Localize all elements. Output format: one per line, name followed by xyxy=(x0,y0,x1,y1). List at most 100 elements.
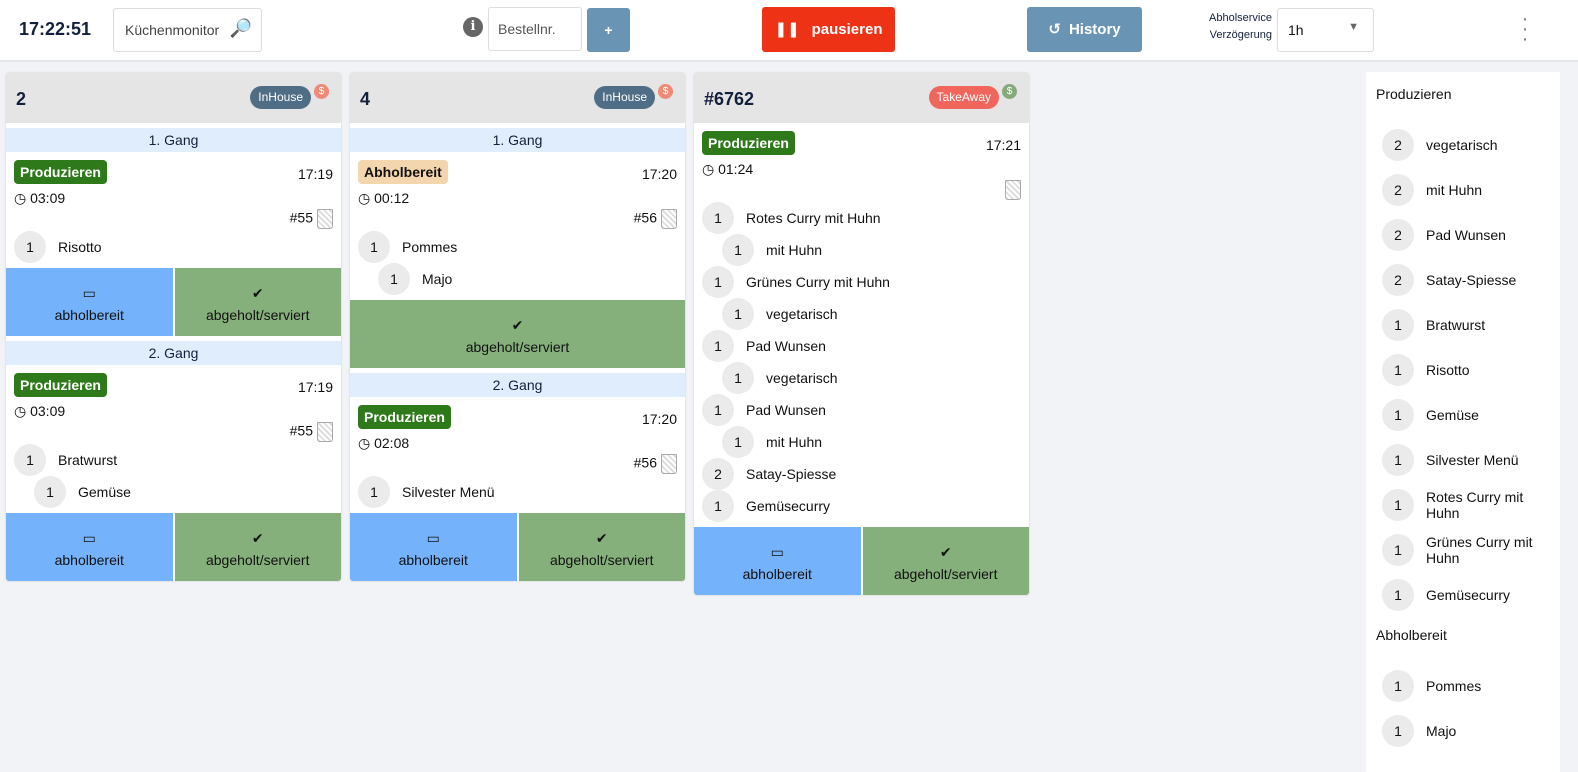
caret-down-icon: ▼ xyxy=(1348,21,1359,33)
summary-item: 1 Grünes Curry mit Huhn xyxy=(1376,527,1550,572)
button-label: abgeholt/serviert xyxy=(205,307,310,323)
trash-icon[interactable] xyxy=(317,422,333,442)
item-name: Silvester Menü xyxy=(402,484,495,500)
order-type-badge: TakeAway xyxy=(928,86,999,109)
served-button[interactable]: ✔ abgeholt/serviert xyxy=(174,513,341,581)
pause-button[interactable]: ❚❚ pausieren xyxy=(762,7,895,52)
timer-value: 01:24 xyxy=(718,161,754,177)
item-quantity: 1 xyxy=(702,490,734,522)
item-quantity: 1 xyxy=(14,231,46,263)
delay-label: Abholservice Verzögerung xyxy=(1196,10,1272,44)
delay-select[interactable]: 1h ▼ xyxy=(1277,8,1374,52)
item-quantity: 1 xyxy=(358,476,390,508)
order-card-header: #6762 TakeAway $ xyxy=(694,73,1029,123)
monitor-search[interactable]: Küchenmonitor 🔎 xyxy=(113,8,262,52)
summary-quantity: 1 xyxy=(1382,353,1414,386)
item-quantity: 1 xyxy=(722,426,754,458)
item-quantity: 1 xyxy=(702,330,734,362)
summary-item: 2 vegetarisch xyxy=(1376,122,1550,167)
summary-name: Risotto xyxy=(1426,361,1470,378)
order-section: Abholbereit 17:20 ◷ 00:12 #56 1 Pommes 1 Majo xyxy=(350,152,685,295)
item-name: Rotes Curry mit Huhn xyxy=(746,210,881,226)
order-card-header: 4 InHouse $ xyxy=(350,73,685,123)
served-button[interactable]: ✔ abgeholt/serviert xyxy=(862,527,1029,595)
ticket-number: #55 xyxy=(289,209,313,226)
summary-item: 2 Pad Wunsen xyxy=(1376,212,1550,257)
trash-icon[interactable] xyxy=(317,209,333,229)
item-quantity: 1 xyxy=(702,394,734,426)
checkmark-icon: ✔ xyxy=(939,544,952,560)
order-item: 1 Pommes xyxy=(358,231,677,263)
clock-icon: ◷ xyxy=(14,190,31,206)
order-item: 1 Bratwurst xyxy=(14,444,333,476)
item-name: Pommes xyxy=(402,239,458,255)
order-number-input[interactable]: Bestellnr. xyxy=(488,7,582,51)
payment-icon: $ xyxy=(314,84,329,99)
item-name: Gemüsecurry xyxy=(746,498,831,514)
item-quantity: 1 xyxy=(378,263,410,295)
summary-item: 1 Rotes Curry mit Huhn xyxy=(1376,482,1550,527)
checkmark-icon: ✔ xyxy=(251,530,264,546)
action-buttons: ✔ abgeholt/serviert xyxy=(350,300,685,368)
delay-value: 1h xyxy=(1288,22,1304,38)
summary-name: Pommes xyxy=(1426,677,1482,694)
order-section: Produzieren 17:19 ◷ 03:09 #55 1 Risotto xyxy=(6,152,341,263)
status-badge[interactable]: Produzieren xyxy=(358,405,451,429)
summary-name: Bratwurst xyxy=(1426,316,1486,333)
pause-label: pausieren xyxy=(811,21,883,38)
status-badge[interactable]: Produzieren xyxy=(702,131,795,155)
action-buttons: ▭ abholbereit ✔ abgeholt/serviert xyxy=(6,268,341,336)
clock-icon: ◷ xyxy=(358,435,375,451)
order-number: #6762 xyxy=(704,89,755,109)
summary-name: Gemüse xyxy=(1426,406,1479,423)
button-label: abholbereit xyxy=(742,566,812,582)
add-button[interactable]: + xyxy=(587,8,630,52)
history-label: History xyxy=(1068,21,1121,38)
summary-name: Majo xyxy=(1426,722,1457,739)
trash-icon[interactable] xyxy=(1005,180,1021,200)
ready-button[interactable]: ▭ abholbereit xyxy=(350,513,517,581)
history-button[interactable]: ↺ History xyxy=(1027,7,1142,52)
summary-item: 2 Satay-Spiesse xyxy=(1376,257,1550,302)
clock-icon: ◷ xyxy=(14,403,31,419)
item-name: Gemüse xyxy=(78,484,131,500)
info-icon[interactable]: i xyxy=(463,17,483,37)
item-name: Pad Wunsen xyxy=(746,338,826,354)
elapsed-timer: ◷ 00:12 xyxy=(358,190,677,207)
more-menu-icon[interactable]: · · · xyxy=(1521,8,1529,50)
order-type-badge: InHouse xyxy=(594,86,655,109)
status-badge[interactable]: Produzieren xyxy=(14,373,107,397)
elapsed-timer: ◷ 03:09 xyxy=(14,190,333,207)
trash-icon[interactable] xyxy=(661,209,677,229)
course-header: 1. Gang xyxy=(6,128,341,152)
status-badge[interactable]: Produzieren xyxy=(14,160,107,184)
summary-item: 1 Gemüse xyxy=(1376,392,1550,437)
timer-value: 03:09 xyxy=(30,403,66,419)
ready-button[interactable]: ▭ abholbereit xyxy=(6,268,173,336)
item-quantity: 1 xyxy=(358,231,390,263)
clock-icon: ◷ xyxy=(702,161,719,177)
order-section: Produzieren 17:21 ◷ 01:24 1 Rotes Curry mit … xyxy=(694,123,1029,522)
payment-icon: $ xyxy=(1002,84,1017,99)
timer-value: 03:09 xyxy=(30,190,66,206)
pause-icon: ❚❚ xyxy=(774,21,800,38)
served-button[interactable]: ✔ abgeholt/serviert xyxy=(350,300,685,368)
ready-button[interactable]: ▭ abholbereit xyxy=(6,513,173,581)
item-name: Risotto xyxy=(58,239,102,255)
status-badge[interactable]: Abholbereit xyxy=(358,160,448,184)
order-item: 1 Rotes Curry mit Huhn xyxy=(702,202,1021,234)
order-time: 17:19 xyxy=(297,379,333,395)
served-button[interactable]: ✔ abgeholt/serviert xyxy=(518,513,685,581)
trash-icon[interactable] xyxy=(661,454,677,474)
order-item: 1 Majo xyxy=(358,263,677,295)
ready-button[interactable]: ▭ abholbereit xyxy=(694,527,861,595)
summary-quantity: 1 xyxy=(1382,578,1414,611)
order-time: 17:20 xyxy=(641,411,677,427)
item-quantity: 1 xyxy=(722,362,754,394)
order-item: 1 Grünes Curry mit Huhn xyxy=(702,266,1021,298)
order-number: 2 xyxy=(16,89,27,109)
summary-name: Gemüsecurry xyxy=(1426,586,1511,603)
course-header: 2. Gang xyxy=(350,373,685,397)
monitor-icon: ▭ xyxy=(82,285,96,301)
served-button[interactable]: ✔ abgeholt/serviert xyxy=(174,268,341,336)
